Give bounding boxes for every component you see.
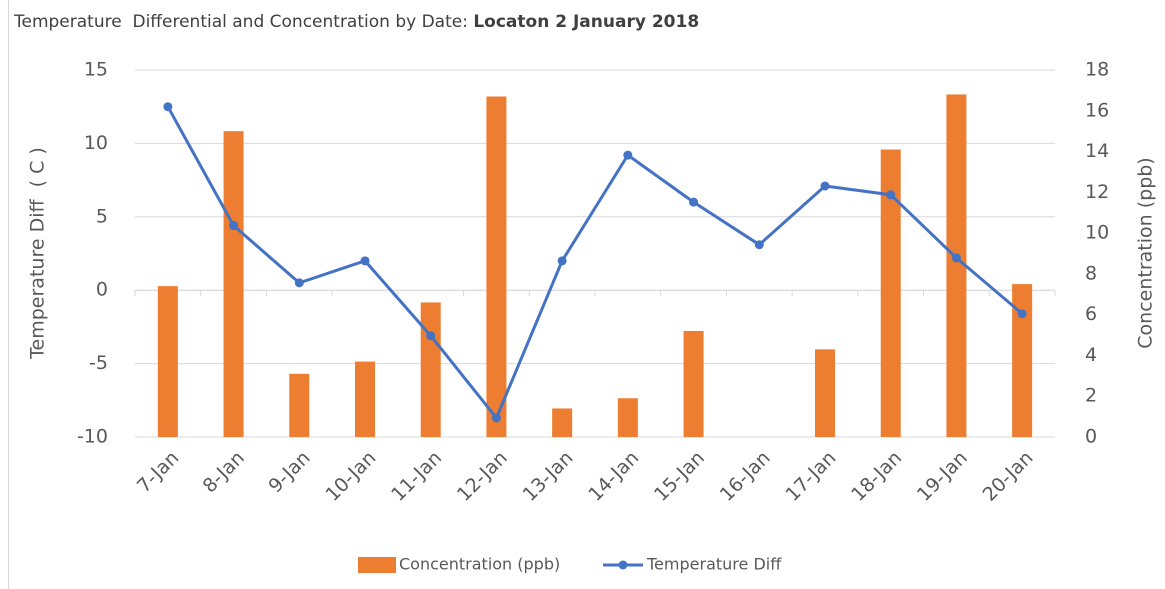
y2-tick-label: 16 <box>1085 99 1109 121</box>
line-point <box>229 221 239 231</box>
bar <box>552 408 573 437</box>
y2-tick-label: 6 <box>1085 303 1097 325</box>
line-point <box>820 181 830 191</box>
line-point <box>426 331 436 341</box>
x-tick-label: 19-Jan <box>913 447 972 506</box>
x-tick-label: 18-Jan <box>847 447 906 506</box>
bar <box>355 361 375 437</box>
y2-axis-label: Concentration (ppb) <box>1135 157 1157 348</box>
y2-tick-label: 0 <box>1085 426 1097 448</box>
legend-label: Temperature Diff <box>646 555 782 574</box>
bar <box>289 373 310 437</box>
y2-tick-label: 8 <box>1085 262 1097 284</box>
bar <box>420 302 441 437</box>
legend-swatch <box>358 557 396 573</box>
y2-tick-label: 4 <box>1085 344 1097 366</box>
x-tick-label: 12-Jan <box>453 447 512 506</box>
y-tick-label: 5 <box>96 205 108 227</box>
x-tick-label: 16-Jan <box>716 447 775 506</box>
line-point <box>623 150 633 160</box>
x-tick-label: 15-Jan <box>650 447 709 506</box>
x-tick-label: 13-Jan <box>519 447 578 506</box>
line-point <box>754 240 764 250</box>
bar <box>946 94 967 437</box>
line-point <box>1017 309 1027 319</box>
y2-tick-label: 2 <box>1085 385 1097 407</box>
bar <box>223 131 244 437</box>
bar <box>815 349 835 437</box>
bar <box>880 149 901 437</box>
y-tick-label: 10 <box>84 132 108 154</box>
y-tick-label: 0 <box>96 279 108 301</box>
line-point <box>491 413 501 423</box>
x-tick-label: 20-Jan <box>979 447 1038 506</box>
title-location: Locaton 2 January 2018 <box>473 12 699 32</box>
bar <box>1012 284 1033 437</box>
line <box>166 105 1024 420</box>
y-tick-label: 15 <box>84 59 108 81</box>
bar <box>486 96 507 437</box>
chart-title: Temperature Differential and Concentrati… <box>13 12 699 32</box>
x-tick-label: 9-Jan <box>264 447 314 497</box>
legend-swatch-point <box>618 560 628 570</box>
line-point <box>951 253 961 263</box>
line-point <box>294 278 304 288</box>
y2-tick-label: 18 <box>1085 59 1109 81</box>
x-tick-label: 7-Jan <box>133 447 183 497</box>
y2-tick-label: 10 <box>1085 222 1109 244</box>
x-tick-label: 17-Jan <box>781 447 840 506</box>
bar <box>683 330 704 437</box>
y-tick-label: -5 <box>89 352 108 374</box>
y-axis-label: Temperature Diff ( C ) <box>27 147 49 360</box>
line-point <box>689 197 699 207</box>
line-point <box>163 102 173 112</box>
x-tick-label: 10-Jan <box>321 447 380 506</box>
x-tick-label: 14-Jan <box>584 447 643 506</box>
legend-label: Concentration (ppb) <box>399 555 560 574</box>
line-point <box>557 256 567 266</box>
x-tick-label: 8-Jan <box>199 447 249 497</box>
line-point <box>360 256 370 266</box>
y-tick-label: -10 <box>77 426 108 448</box>
y2-tick-label: 14 <box>1085 140 1109 162</box>
title-text: Temperature Differential and Concentrati… <box>13 12 473 32</box>
line-point <box>886 190 896 200</box>
y2-tick-label: 12 <box>1085 181 1109 203</box>
bar <box>157 286 178 437</box>
bar <box>617 398 638 437</box>
x-tick-label: 11-Jan <box>387 447 446 506</box>
